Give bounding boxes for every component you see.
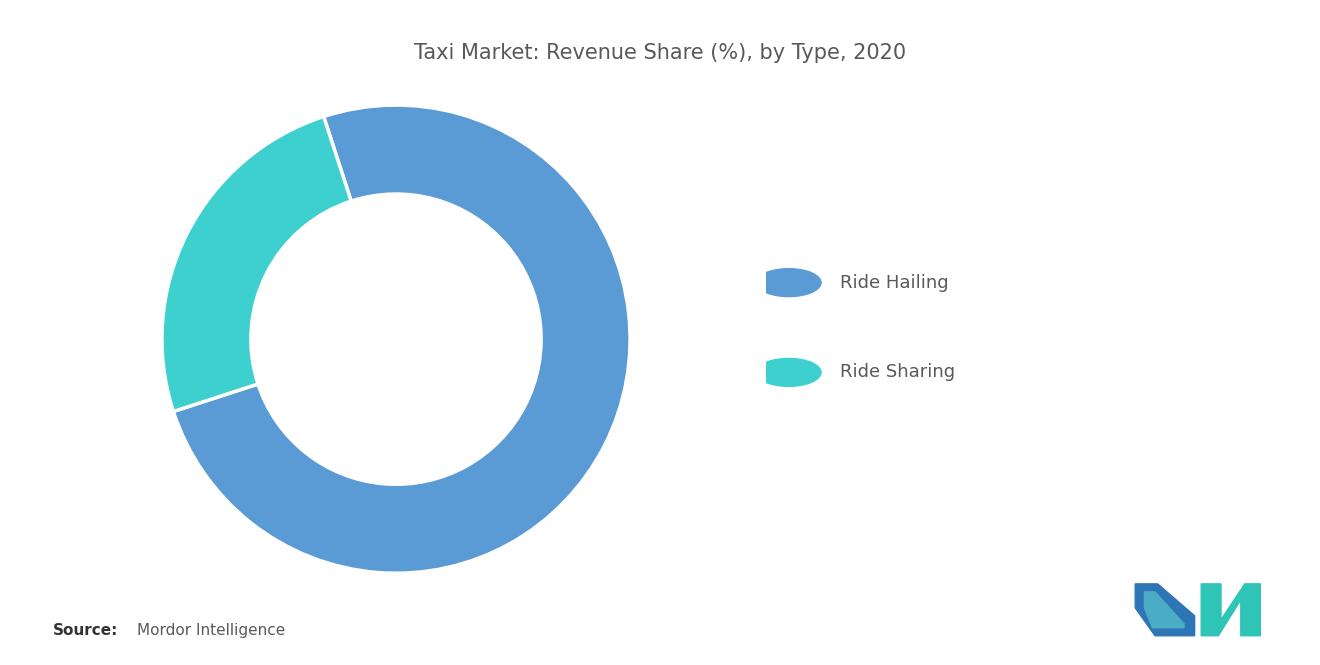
Polygon shape: [1144, 592, 1184, 628]
Wedge shape: [162, 116, 351, 412]
Wedge shape: [173, 105, 630, 573]
Text: Source:: Source:: [53, 623, 119, 638]
Text: Ride Sharing: Ride Sharing: [840, 363, 954, 382]
Circle shape: [756, 358, 821, 386]
Text: Ride Hailing: Ride Hailing: [840, 273, 948, 292]
Text: Taxi Market: Revenue Share (%), by Type, 2020: Taxi Market: Revenue Share (%), by Type,…: [414, 43, 906, 63]
Text: Mordor Intelligence: Mordor Intelligence: [137, 623, 285, 638]
Circle shape: [756, 269, 821, 297]
Polygon shape: [1135, 584, 1195, 636]
Polygon shape: [1201, 584, 1261, 636]
